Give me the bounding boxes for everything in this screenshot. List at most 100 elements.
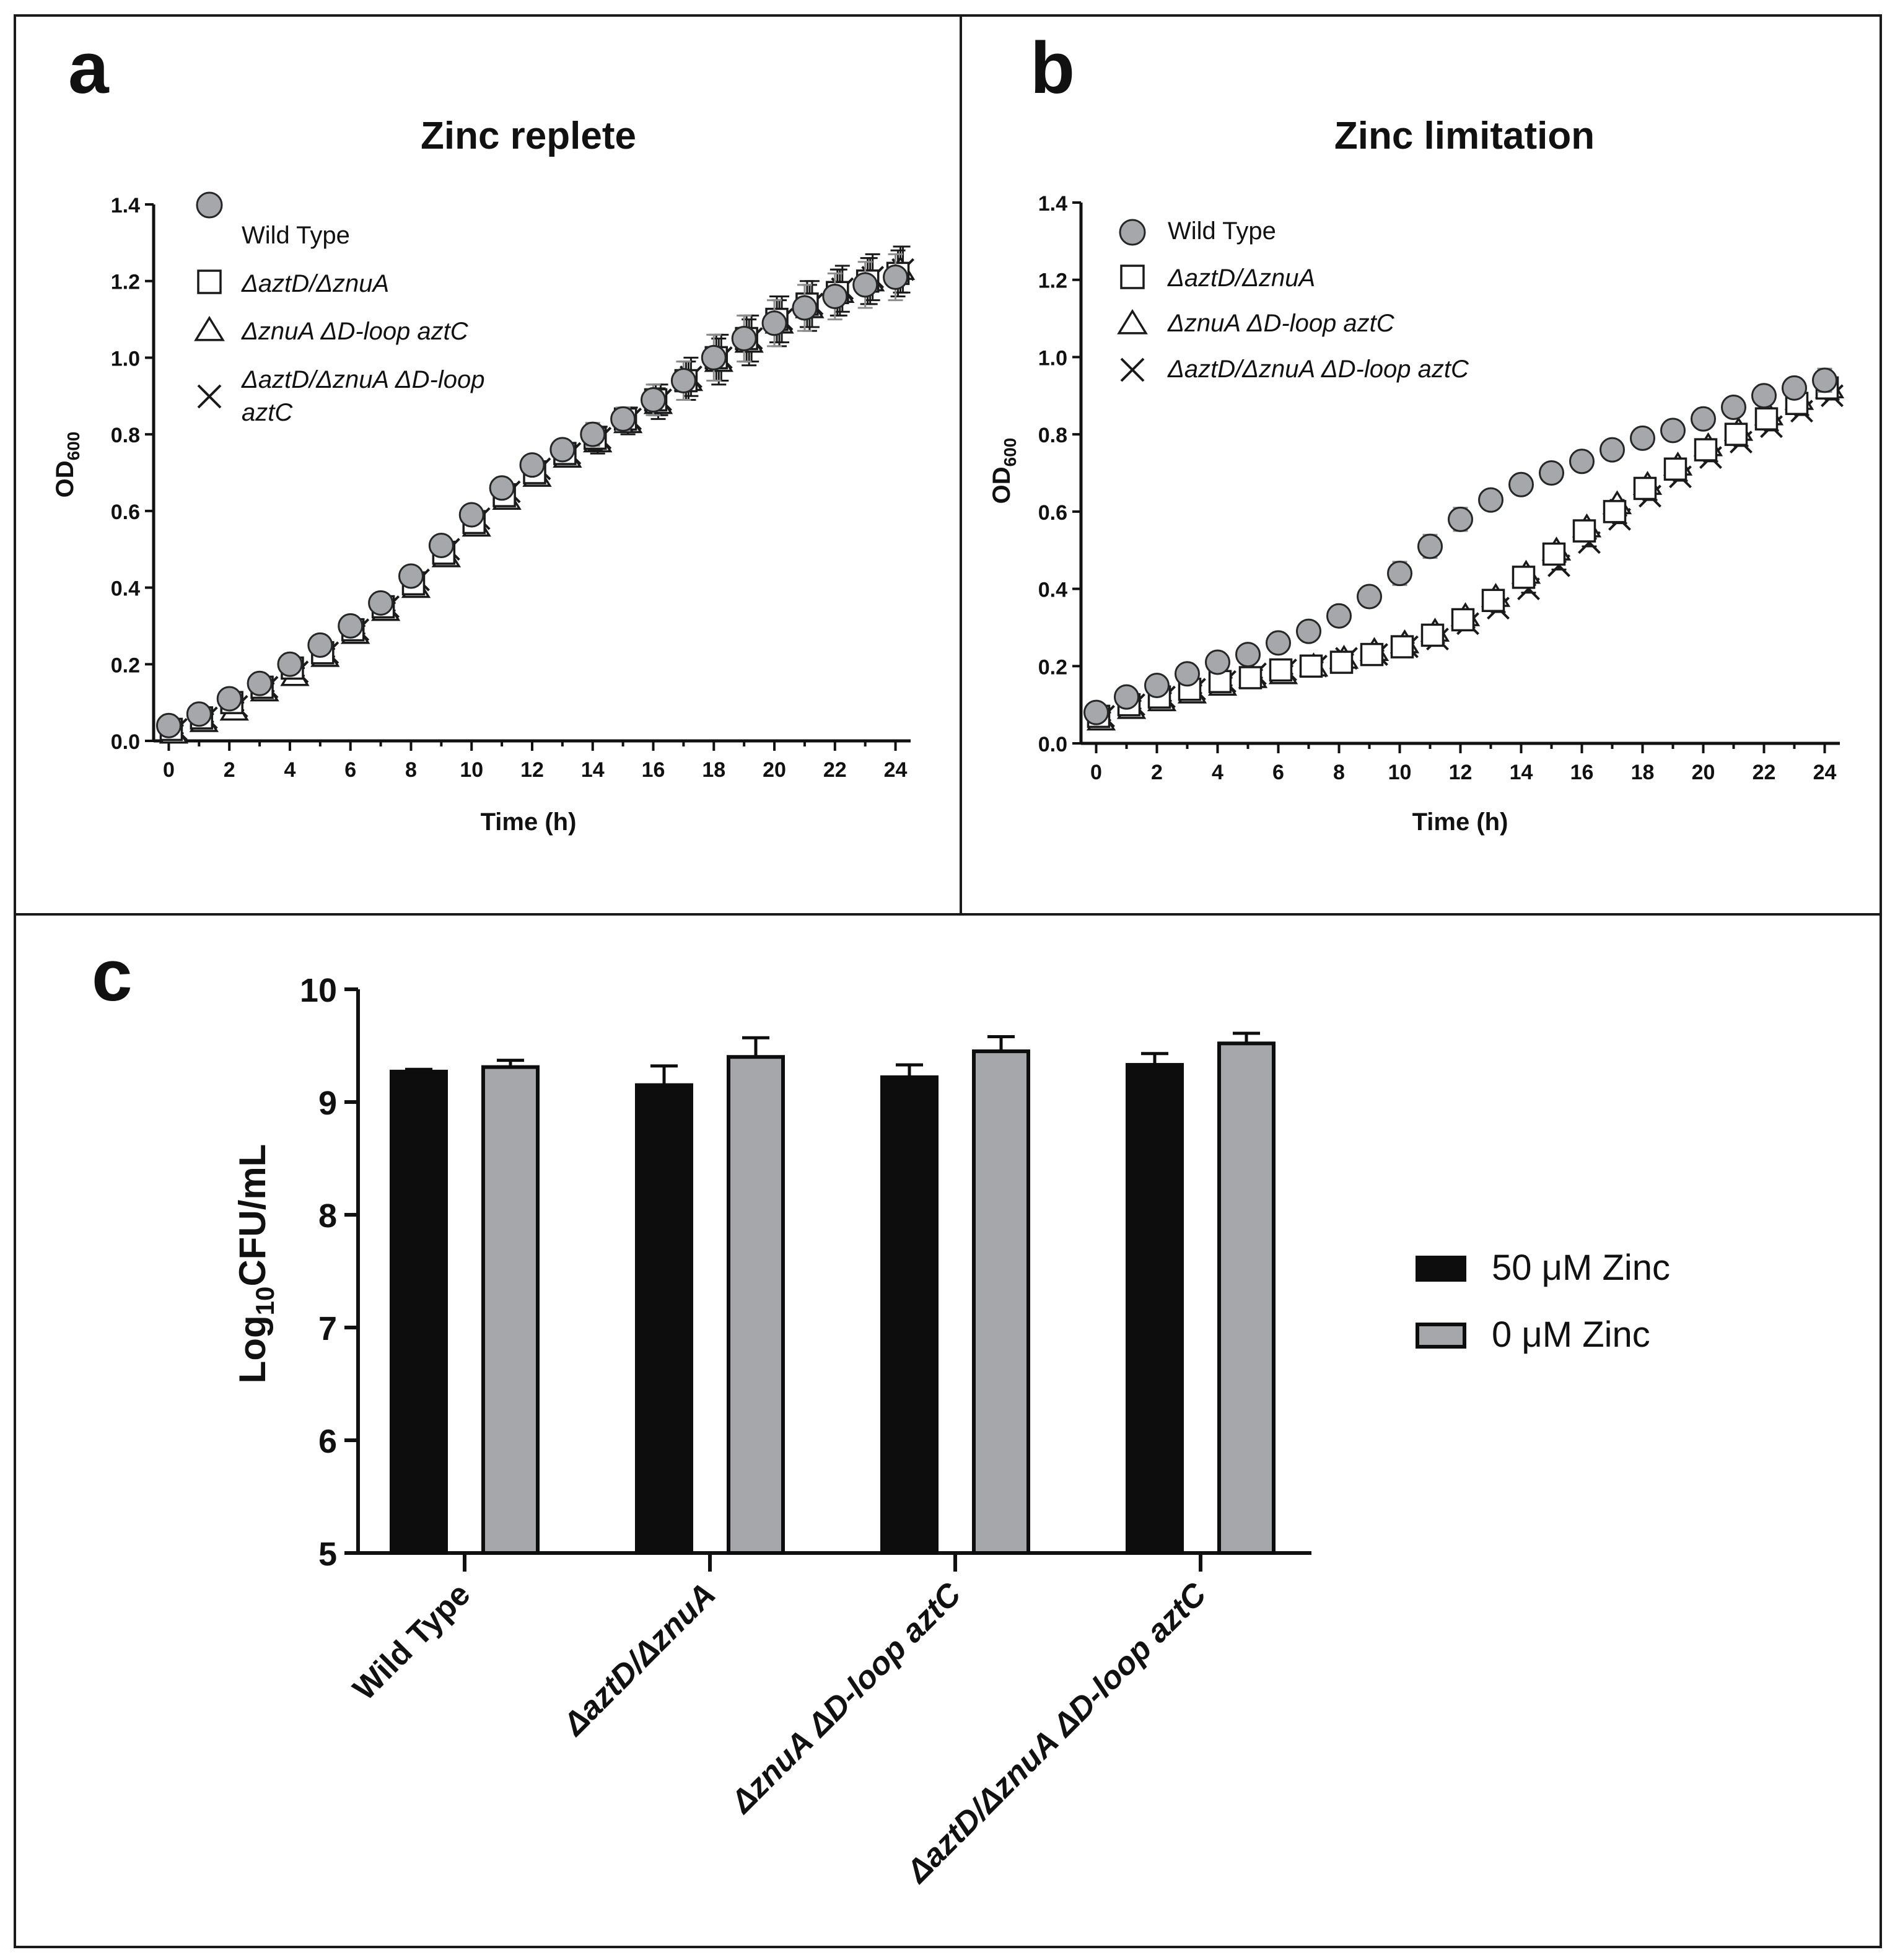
panel-a-point-circle — [368, 590, 394, 616]
panel-a-legend-marker-aztd-znua — [197, 269, 222, 294]
panel-c-legend-swatch-0uM — [1416, 1323, 1466, 1349]
panel-b-y-tick-label: 0.6 — [1038, 501, 1067, 525]
panel-b-point-circle — [1478, 487, 1503, 513]
panel-a-axes: 0.00.20.40.60.81.01.21.40 2 4 6 8 10 12 14 16 18 2… — [111, 194, 911, 782]
panel-a-data-marks — [155, 245, 916, 744]
panel-c-y-tick-label: 6 — [318, 1423, 337, 1460]
panel-c-y-tick-label: 9 — [318, 1085, 337, 1122]
panel-a-point-circle — [216, 686, 242, 712]
panel-b-point-circle — [1175, 661, 1200, 687]
panel-a-legend-marker-aztd-znua-dloop — [197, 384, 222, 409]
panel-c-bar-0-m-zinc-znua-d-loop-aztc — [972, 1049, 1030, 1555]
panel-b-point-circle — [1600, 437, 1625, 463]
panel-c-bar-50-m-zinc-znua-d-loop-aztc — [880, 1075, 939, 1555]
panel-a-point-circle — [610, 406, 636, 432]
panel-b-point-circle — [1326, 603, 1352, 629]
panel-b-point-square — [1329, 650, 1354, 674]
panel-a-x-tick-label: 24 — [884, 758, 908, 782]
panel-b-point-circle — [1144, 672, 1170, 698]
legend-marker-x — [197, 384, 222, 409]
panel-a-series-circle — [155, 253, 909, 738]
panel-c-bar-0-m-zinc-aztd-znua-d-loop-aztc — [1217, 1041, 1276, 1555]
panel-b-point-circle — [1721, 394, 1746, 420]
panel-b-x-tick-label: 12 — [1449, 761, 1473, 784]
panel-a-y-tick-label: 0.8 — [111, 424, 140, 447]
panel-b-point-circle — [1539, 460, 1564, 486]
legend-marker-x — [1120, 357, 1145, 382]
panel-c-bar-0-m-zinc-aztd-znua — [727, 1055, 785, 1555]
panel-b-x-tick-label: 2 — [1151, 761, 1163, 784]
panel-b-title: Zinc limitation — [1334, 115, 1595, 157]
panel-c-y-tick-label: 10 — [300, 972, 337, 1009]
panel-b-point-square — [1572, 519, 1596, 543]
panel-b-point-circle — [1751, 383, 1777, 409]
panel-c-legend-swatch-50uM — [1416, 1256, 1466, 1282]
panel-a-x-tick-label: 6 — [344, 758, 356, 782]
panel-c-bar-0-m-zinc-wild-type — [481, 1065, 540, 1555]
panel-b-x-tick-label: 20 — [1692, 761, 1715, 784]
panel-a-point-circle — [822, 283, 848, 309]
panel-b-axes: 0.00.20.40.60.81.01.21.40 2 4 6 8 10 12 14 16 18 2… — [1038, 192, 1840, 784]
panel-a-point-circle — [186, 701, 212, 727]
legend-marker-square — [1120, 265, 1145, 289]
panel-b-point-square — [1481, 588, 1505, 613]
panel-a-legend-marker-znua-dloop — [194, 315, 225, 341]
panel-a-point-circle — [307, 632, 333, 658]
panel-c-legend-label-0uM: 0 μM Zinc — [1492, 1315, 1650, 1355]
panel-a-point-circle — [852, 272, 878, 298]
panel-b-y-tick-label: 0.8 — [1038, 424, 1067, 447]
panel-a-y-tick-label: 1.2 — [111, 271, 140, 294]
panel-b-x-tick-label: 24 — [1813, 761, 1837, 784]
panel-b-point-circle — [1235, 642, 1261, 668]
panel-a-point-circle — [428, 533, 454, 559]
panel-b-point-square — [1603, 500, 1627, 523]
panel-a-x-tick-label: 18 — [702, 758, 725, 782]
panel-a-y-tick-label: 1.4 — [111, 194, 140, 217]
panel-a-x-tick-label: 16 — [642, 758, 665, 782]
panel-a-x-tick-label: 22 — [823, 758, 847, 782]
panel-a-x-tick-label: 0 — [163, 758, 175, 782]
panel-c-x-tick-label: ΔaztD/ΔznuA — [556, 1576, 723, 1743]
panel-b-x-tick-label: 22 — [1753, 761, 1776, 784]
panel-c-x-tick-label: Wild Type — [346, 1576, 478, 1707]
panel-a-ylabel-sub: 600 — [64, 432, 83, 461]
panel-b-point-circle — [1266, 630, 1291, 656]
panel-b-point-square — [1390, 635, 1414, 658]
panel-b-point-square — [1694, 438, 1718, 462]
panel-a-point-circle — [338, 613, 364, 639]
panel-b-point-square — [1238, 666, 1263, 689]
panel-b-point-circle — [1691, 406, 1716, 432]
panel-a-x-tick-label: 10 — [460, 758, 483, 782]
panel-b-point-circle — [1083, 699, 1109, 725]
panel-a-legend: Wild Type ΔaztD/ΔznuA ΔznuA ΔD-loop aztC… — [194, 191, 485, 426]
panel-b-y-tick-label: 0.2 — [1038, 655, 1067, 679]
panel-b-y-tick-label: 1.0 — [1038, 346, 1067, 370]
panel-b-point-square — [1299, 654, 1323, 678]
panel-a-x-tick-label: 12 — [520, 758, 544, 782]
panel-c-bar-50-m-zinc-aztd-znua-d-loop-aztc — [1126, 1062, 1184, 1555]
panel-b-xlabel: Time (h) — [1412, 808, 1508, 836]
panel-b-ylabel: OD600 — [988, 438, 1020, 504]
panel-c-y-tick-label: 8 — [318, 1197, 337, 1235]
panel-b-x-tick-label: 18 — [1631, 761, 1655, 784]
panel-b-x-tick-label: 6 — [1272, 761, 1284, 784]
panel-a-legend-label-aztd-znua-dloop-line2: aztC — [242, 399, 293, 426]
panel-a-legend-label-aztd-znua-dloop: ΔaztD/ΔznuA ΔD-loop — [241, 366, 485, 393]
panel-b-point-square — [1269, 658, 1293, 682]
panel-b-letter: b — [1030, 27, 1075, 109]
panel-c-x-tick-label: ΔznuA ΔD-loop aztC — [724, 1575, 969, 1821]
panel-a-point-circle — [761, 310, 787, 336]
panel-c-legend-label-50uM: 50 μM Zinc — [1492, 1248, 1670, 1288]
panel-a-title: Zinc replete — [421, 115, 636, 157]
panel-c-y-tick-label: 5 — [318, 1536, 337, 1573]
panel-b-legend-label-aztd-znua: ΔaztD/ΔznuA — [1167, 265, 1315, 292]
panel-b-point-square — [1724, 422, 1748, 446]
panel-b-point-circle — [1205, 649, 1230, 675]
legend-marker-triangle — [1117, 308, 1148, 335]
panel-c-bar-50-m-zinc-wild-type — [390, 1069, 448, 1555]
panel-a-letter: a — [68, 27, 110, 109]
panel-a-legend-marker-wild-type — [196, 191, 223, 219]
panel-b-series-circle — [1083, 367, 1837, 725]
